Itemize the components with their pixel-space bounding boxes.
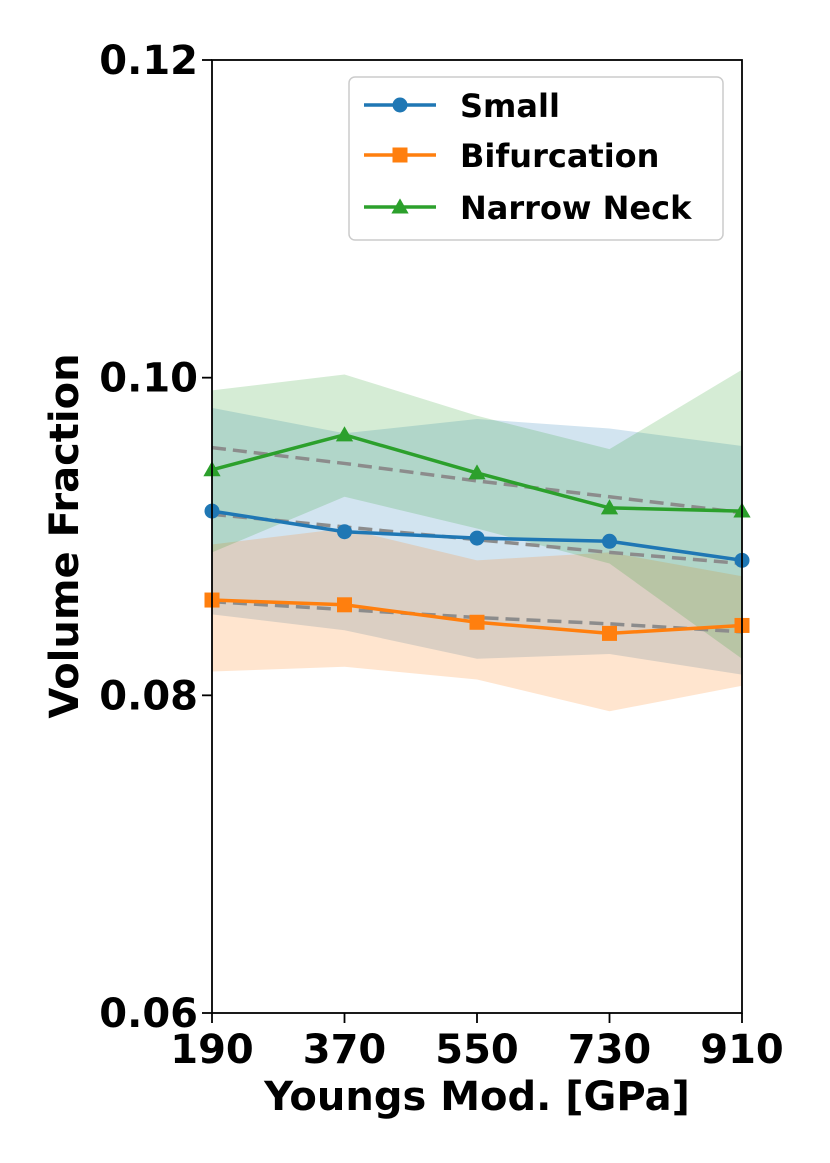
- data-point-small: [469, 530, 485, 546]
- band-narrow-neck: [212, 369, 742, 659]
- legend: Small Bifurcation Narrow Neck: [348, 76, 724, 241]
- y-axis-label: Volume Fraction: [42, 353, 88, 718]
- x-tick-label: 910: [700, 1027, 784, 1073]
- data-point-narrow-neck: [335, 426, 354, 442]
- legend-marker-bifurcation: [392, 147, 408, 163]
- trend-line-small: [212, 512, 742, 566]
- y-tick-label: 0.06: [99, 991, 198, 1037]
- x-tick-label: 550: [435, 1027, 519, 1073]
- legend-marker-narrow-neck: [391, 198, 409, 214]
- x-axis-ticks: 190 370 550 730 910: [170, 1013, 784, 1073]
- legend-box: [348, 76, 724, 241]
- x-tick-label: 190: [170, 1027, 254, 1073]
- y-tick-label: 0.12: [99, 38, 198, 84]
- trend-line-narrow-neck: [212, 445, 742, 515]
- data-point-narrow-neck: [600, 499, 619, 515]
- legend-label-narrow-neck: Narrow Neck: [460, 189, 692, 227]
- data-point-small: [337, 524, 352, 540]
- y-axis-ticks: 0.06 0.08 0.10 0.12: [99, 38, 212, 1037]
- legend-label-small: Small: [460, 87, 560, 125]
- data-point-small: [602, 533, 617, 549]
- data-point-bifurcation: [602, 625, 617, 641]
- x-axis-label: Youngs Mod. [GPa]: [263, 1074, 690, 1120]
- x-tick-label: 370: [303, 1027, 387, 1073]
- y-tick-label: 0.08: [99, 673, 198, 719]
- y-tick-label: 0.10: [99, 356, 198, 402]
- legend-marker-small: [392, 97, 408, 113]
- x-tick-label: 730: [568, 1027, 652, 1073]
- data-point-narrow-neck: [468, 464, 486, 480]
- data-point-bifurcation: [337, 597, 352, 613]
- legend-label-bifurcation: Bifurcation: [460, 137, 659, 175]
- data-point-bifurcation: [469, 614, 485, 630]
